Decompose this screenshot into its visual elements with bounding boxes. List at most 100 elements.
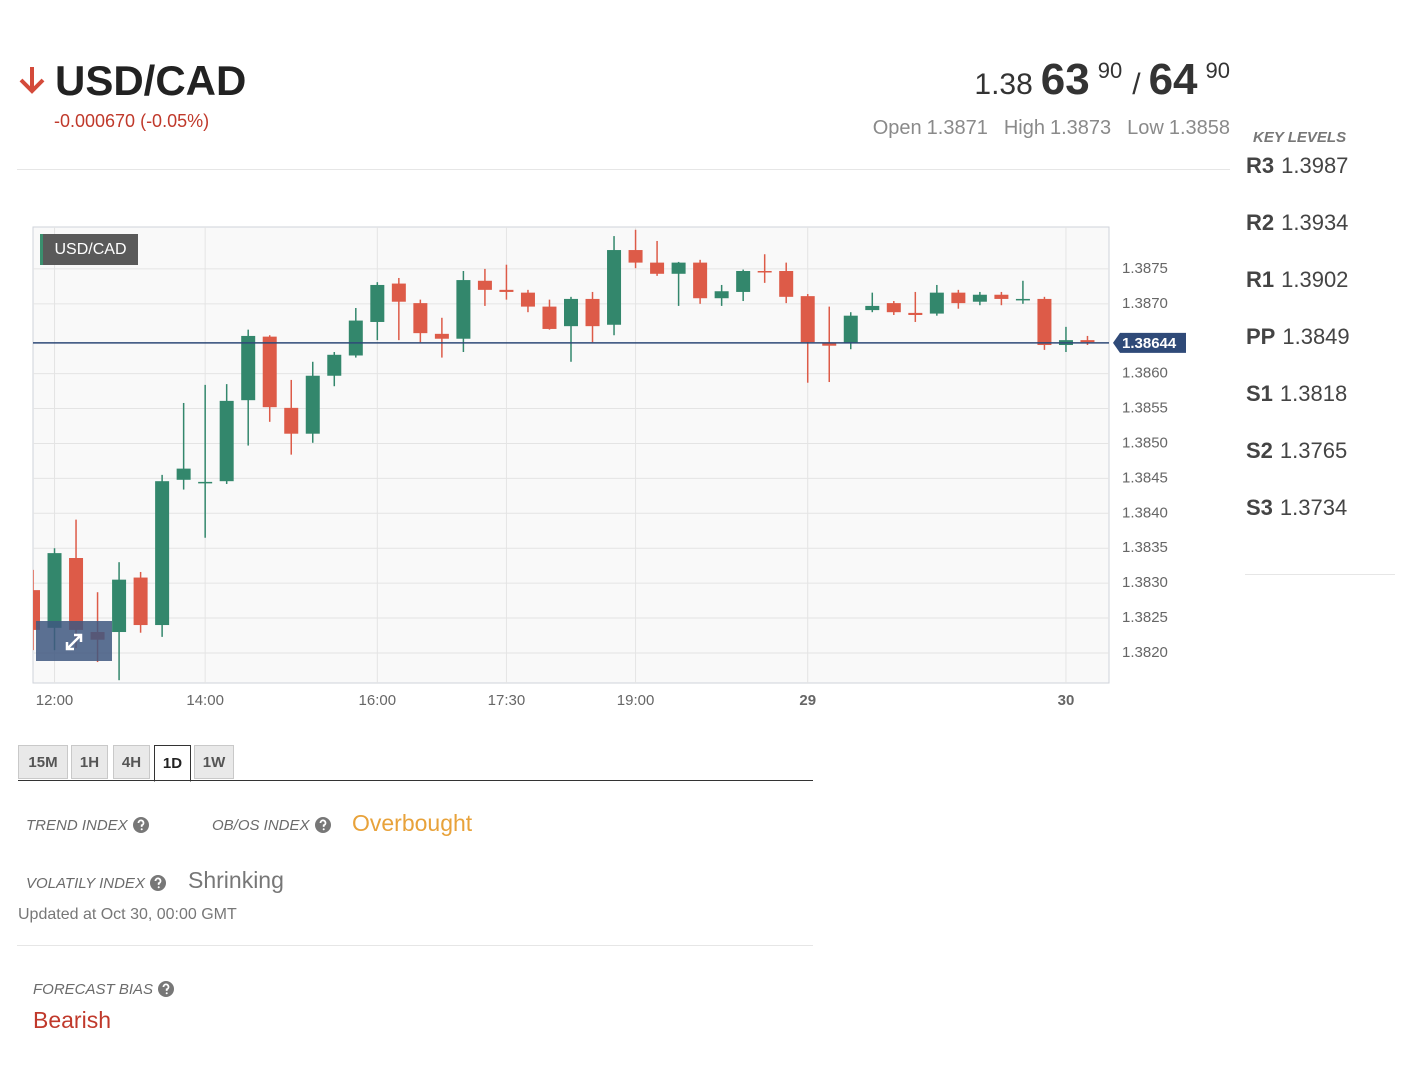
tab[interactable]: 4H (113, 745, 150, 779)
candle-body (198, 481, 213, 484)
divider (17, 945, 813, 946)
stat-value: 1.3871 (926, 117, 988, 139)
candle-body (262, 336, 277, 408)
level-name: R1 (1246, 267, 1275, 292)
down-arrow (19, 67, 45, 94)
level-name: PP (1246, 324, 1276, 349)
price-tag (1113, 332, 1186, 353)
separator: / (1132, 68, 1141, 101)
candle-body (542, 306, 557, 329)
tab[interactable]: 15M (18, 745, 68, 779)
x-tick-label: 17:30 (488, 692, 526, 709)
candle-body (370, 284, 385, 322)
candle-body (219, 400, 234, 482)
candle-body (843, 315, 858, 343)
key-level: S1 1.3818 (1246, 383, 1347, 405)
candle-body (241, 335, 256, 401)
change: -0.000670 (-0.05%) (54, 111, 210, 131)
level-value: 1.3765 (1279, 438, 1348, 463)
price-bid: 63 (1040, 55, 1090, 104)
pip-ask: 90 (1205, 58, 1230, 83)
candle-body (886, 303, 901, 313)
level-name: R2 (1246, 210, 1275, 235)
help-icon[interactable] (132, 817, 149, 833)
help-icon[interactable] (158, 981, 175, 997)
stat: Low 1.3858 (1127, 118, 1230, 138)
plot-area (32, 226, 1110, 684)
price: 1.38 63 90 / 64 90 (974, 58, 1230, 102)
x-tick-label: 19:00 (617, 692, 655, 709)
trend-label: TREND INDEX (26, 817, 149, 833)
candle-body (1037, 298, 1052, 346)
candle-body (176, 468, 191, 480)
level-name: S2 (1246, 438, 1273, 463)
candle-body (800, 296, 815, 343)
candle-body (133, 577, 148, 626)
y-tick-label: 1.3830 (1122, 574, 1168, 591)
candle-body (520, 292, 535, 307)
level-value: 1.3734 (1279, 495, 1348, 520)
candle-body (822, 342, 837, 346)
obos-value: Overbought (352, 810, 473, 836)
candle-body (305, 375, 320, 434)
label-text: FORECAST BIAS (33, 980, 154, 998)
key-level: PP 1.3849 (1246, 326, 1350, 348)
stat-value: 1.3858 (1168, 117, 1230, 139)
label-text: OB/OS INDEX (212, 816, 310, 834)
expand-button[interactable] (36, 621, 112, 661)
chart: 1.3875 1.3870 1.3860 1.3855 1.3850 1.3845 1.38… (32, 226, 1186, 709)
forecast-value: Bearish (33, 1007, 111, 1033)
candle-body (391, 283, 406, 302)
updated: Updated at Oct 30, 00:00 GMT (18, 906, 237, 923)
y-tick-label: 1.3835 (1122, 539, 1168, 556)
stat: Open 1.3871 (873, 118, 988, 138)
candle-body (499, 289, 514, 292)
help-icon[interactable] (149, 875, 166, 891)
price-ask: 64 (1148, 55, 1198, 104)
volatility-value: Shrinking (188, 867, 284, 893)
x-tick-label: 16:00 (359, 692, 397, 709)
stat-label: Low (1127, 117, 1164, 139)
x-tick-label: 30 (1058, 692, 1075, 709)
level-value: 1.3934 (1281, 210, 1349, 235)
y-tick-label: 1.3825 (1122, 609, 1168, 626)
obos-label: OB/OS INDEX (212, 817, 331, 833)
level-value: 1.3987 (1281, 153, 1349, 178)
candle-body (650, 262, 665, 274)
level-name: R3 (1246, 153, 1275, 178)
label-text: VOLATILY INDEX (26, 874, 145, 892)
y-tick-label: 1.3840 (1122, 504, 1168, 521)
stat-label: High (1003, 117, 1045, 139)
candle-body (112, 579, 127, 633)
candle-body (628, 250, 643, 263)
tab-line (18, 780, 813, 781)
level-value: 1.3818 (1279, 381, 1348, 406)
price-tag-label: 1.38644 (1122, 335, 1177, 352)
price-big: 1.38 (974, 68, 1033, 101)
help-icon[interactable] (314, 817, 331, 833)
candle-body (757, 270, 772, 273)
candle-body (348, 320, 363, 356)
tab[interactable]: 1D (154, 745, 191, 782)
expand-icon (65, 633, 83, 651)
candle-body (456, 280, 471, 339)
candle-body (69, 558, 84, 630)
tab[interactable]: 1H (71, 745, 108, 779)
tab[interactable]: 1W (194, 745, 234, 779)
stats: Open 1.3871 High 1.3873 Low 1.3858 (857, 118, 1230, 138)
divider (17, 169, 1230, 170)
x-tick-label: 14:00 (186, 692, 224, 709)
candle-body (994, 294, 1009, 299)
level-name: S3 (1246, 495, 1273, 520)
candle-body (693, 262, 708, 299)
level-value: 1.3902 (1281, 267, 1349, 292)
candle-body (1015, 298, 1030, 301)
divider (1245, 574, 1395, 575)
y-tick-label: 1.3820 (1122, 644, 1168, 661)
forecast-label: FORECAST BIAS (33, 980, 175, 998)
candle-body (779, 270, 794, 297)
candle-body (929, 292, 944, 314)
candle-body (327, 354, 342, 376)
pip-bid: 90 (1097, 58, 1123, 83)
volatility-label: VOLATILY INDEX (26, 875, 166, 891)
